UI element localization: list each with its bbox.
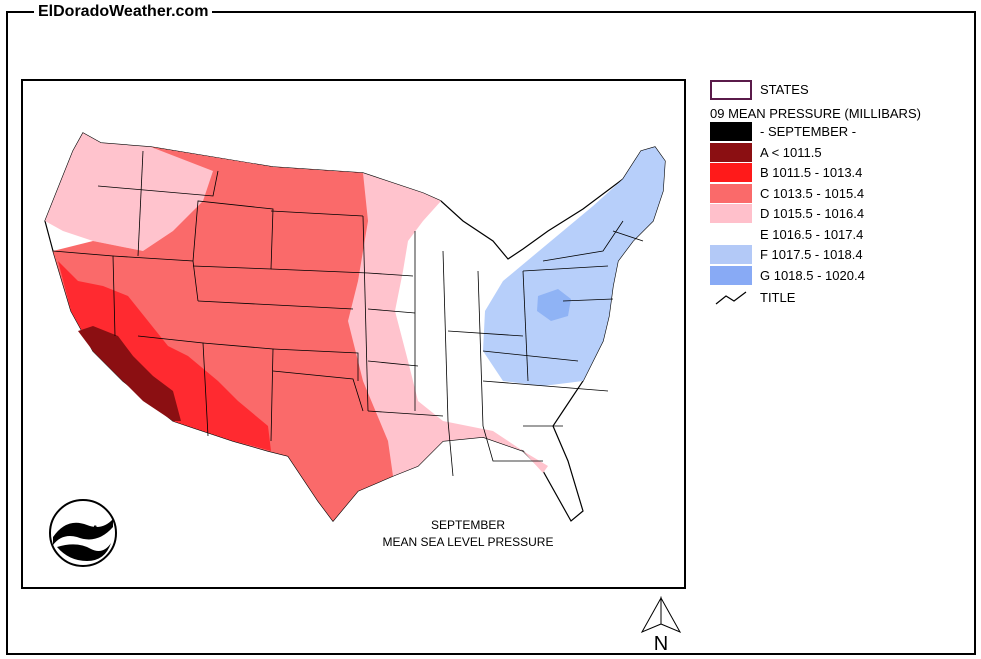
map-panel[interactable]: NOAA SEPTEMBER MEAN SEA LEVEL PRESSURE	[21, 79, 686, 589]
legend-swatch	[710, 204, 752, 223]
north-label: N	[654, 633, 668, 654]
map-frame	[6, 11, 976, 655]
legend-label: C 1013.5 - 1015.4	[760, 185, 865, 201]
legend-label: B 1011.5 - 1013.4	[760, 165, 863, 180]
legend-swatch	[710, 245, 752, 264]
legend-label: F 1017.5 - 1018.4	[760, 247, 863, 262]
legend-swatch-states	[710, 80, 752, 100]
legend-label: - SEPTEMBER -	[760, 124, 857, 139]
legend-swatch	[710, 163, 752, 182]
legend-heading: 09 MEAN PRESSURE (MILLIBARS)	[710, 106, 921, 121]
legend-label-states: STATES	[760, 82, 809, 97]
map-caption: SEPTEMBER MEAN SEA LEVEL PRESSURE	[353, 517, 583, 551]
legend-swatch	[710, 142, 752, 162]
noaa-logo: NOAA	[49, 499, 117, 567]
map-caption-month: SEPTEMBER	[430, 518, 505, 532]
legend-swatch	[710, 224, 752, 244]
pressure-map	[44, 132, 666, 522]
legend-label: A < 1011.5	[760, 144, 822, 160]
site-title[interactable]: ElDoradoWeather.com	[34, 2, 213, 22]
zone-d	[45, 133, 548, 476]
legend-label: E 1016.5 - 1017.4	[760, 226, 864, 242]
zone-g	[537, 289, 571, 321]
zone-f	[483, 147, 665, 386]
legend-swatch	[710, 122, 752, 141]
legend-label: G 1018.5 - 1020.4	[760, 267, 865, 283]
noaa-logo-text: NOAA	[67, 524, 99, 536]
map-caption-subject: MEAN SEA LEVEL PRESSURE	[382, 535, 554, 549]
legend-label-title: TITLE	[760, 290, 796, 305]
zone-a	[78, 326, 181, 421]
legend-swatch	[710, 183, 752, 203]
title-line-icon	[715, 291, 747, 305]
legend-swatch	[710, 265, 752, 285]
state-lines	[52, 150, 644, 477]
zone-b	[58, 261, 271, 451]
legend-label: D 1015.5 - 1016.4	[760, 206, 865, 221]
north-arrow-icon: N	[640, 596, 682, 654]
zone-c	[53, 147, 393, 521]
